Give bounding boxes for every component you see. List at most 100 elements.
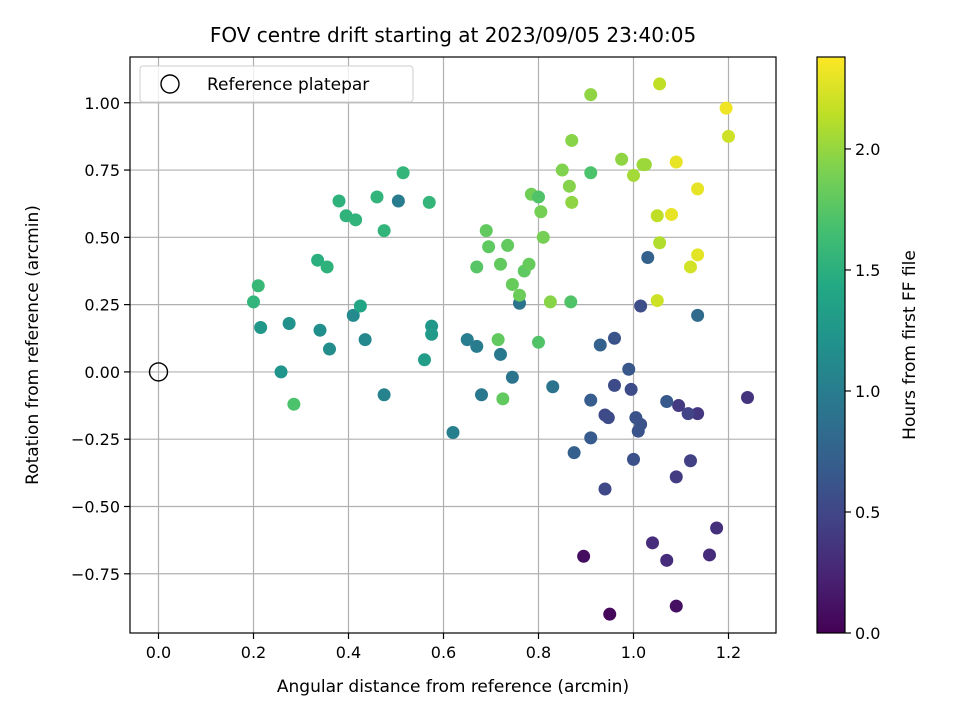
- data-point: [494, 347, 507, 361]
- data-point: [691, 407, 705, 421]
- data-point: [320, 260, 334, 274]
- data-point: [634, 299, 648, 313]
- y-tick-label: 0.25: [84, 296, 120, 315]
- y-tick-label: −0.50: [71, 497, 120, 516]
- data-point: [691, 182, 705, 196]
- x-tick-label: 1.2: [716, 643, 741, 662]
- y-tick-label: −0.25: [71, 430, 120, 449]
- colorbar-ticks: 0.0 0.5 1.0 1.5 2.0: [845, 140, 880, 643]
- data-point: [555, 163, 569, 177]
- data-point: [638, 158, 652, 172]
- data-point: [543, 295, 557, 309]
- data-point: [546, 380, 560, 394]
- y-tick-label: 0.50: [84, 228, 120, 247]
- data-point: [577, 549, 591, 563]
- data-point: [311, 253, 325, 267]
- data-point: [641, 251, 655, 265]
- colorbar-label: Hours from first FF file: [900, 250, 920, 440]
- data-point: [323, 342, 336, 356]
- legend-marker: [160, 74, 180, 94]
- data-point: [565, 195, 579, 209]
- x-tick-label: 0.4: [336, 643, 361, 662]
- data-point: [422, 195, 436, 209]
- data-point: [681, 407, 695, 421]
- x-tick-label: 0.0: [146, 643, 171, 662]
- data-point: [598, 482, 612, 496]
- data-point: [475, 388, 488, 402]
- data-point: [650, 294, 664, 308]
- data-point: [396, 166, 410, 180]
- data-point: [346, 308, 360, 322]
- data-point: [669, 599, 683, 613]
- data-point: [741, 390, 754, 404]
- data-point: [377, 224, 391, 238]
- data-point: [274, 365, 288, 379]
- data-point: [391, 194, 405, 208]
- data-point: [650, 209, 664, 223]
- data-point: [669, 155, 683, 169]
- data-point: [513, 288, 526, 302]
- data-point: [703, 548, 716, 562]
- legend-box: [139, 65, 414, 103]
- y-tick-label: 0.00: [84, 363, 120, 382]
- data-point: [446, 425, 460, 439]
- data-point: [282, 316, 296, 330]
- data-point: [460, 333, 474, 347]
- data-point: [534, 205, 548, 219]
- data-point: [669, 470, 683, 484]
- data-point: [615, 152, 629, 166]
- data-point: [593, 338, 607, 352]
- data-point: [496, 392, 510, 406]
- data-point: [494, 257, 507, 271]
- data-point: [358, 333, 372, 347]
- y-axis-label: Rotation from reference (arcmin): [23, 205, 43, 485]
- legend-label: Reference platepar: [207, 75, 369, 95]
- data-point: [313, 323, 327, 337]
- x-tick-label: 0.2: [241, 643, 266, 662]
- data-point: [646, 536, 659, 550]
- x-tick-label: 0.6: [431, 643, 456, 662]
- data-point: [584, 166, 598, 180]
- data-point: [660, 395, 674, 409]
- data-point: [377, 388, 391, 402]
- data-point: [522, 257, 536, 271]
- data-point: [425, 327, 439, 341]
- colorbar-tick-label: 1.5: [855, 261, 880, 280]
- data-point: [287, 397, 301, 411]
- data-point: [565, 133, 579, 147]
- data-points: [247, 77, 754, 621]
- colorbar-tick-label: 0.5: [855, 503, 880, 522]
- x-axis-ticks: 0.0 0.2 0.4 0.6 0.8 1.0 1.2: [146, 633, 741, 662]
- data-point: [353, 299, 367, 313]
- data-point: [660, 553, 674, 567]
- chart-title: FOV centre drift starting at 2023/09/05 …: [210, 23, 696, 47]
- data-point: [722, 129, 735, 143]
- data-point: [479, 224, 493, 238]
- data-point: [532, 190, 545, 204]
- data-point: [622, 362, 636, 376]
- data-point: [491, 333, 505, 347]
- data-point: [536, 230, 550, 244]
- data-point: [247, 295, 260, 309]
- data-point: [562, 179, 576, 193]
- y-tick-label: 0.75: [84, 161, 120, 180]
- data-point: [370, 190, 384, 204]
- y-axis-ticks: −0.75 −0.50 −0.25 0.00 0.25 0.50 0.75 1.00: [71, 94, 130, 584]
- data-point: [470, 339, 484, 353]
- x-tick-label: 1.0: [621, 643, 646, 662]
- data-point: [584, 393, 598, 407]
- data-point: [665, 207, 678, 221]
- data-point: [608, 331, 621, 345]
- x-tick-label: 0.8: [526, 643, 551, 662]
- data-point: [684, 454, 697, 468]
- data-point: [505, 370, 519, 384]
- data-point: [719, 101, 733, 115]
- data-point: [567, 446, 581, 460]
- reference-marker: [148, 362, 169, 382]
- data-point: [691, 248, 705, 262]
- data-point: [584, 88, 598, 102]
- plot-frame: [129, 56, 777, 634]
- data-point: [349, 213, 363, 227]
- data-point: [501, 238, 515, 252]
